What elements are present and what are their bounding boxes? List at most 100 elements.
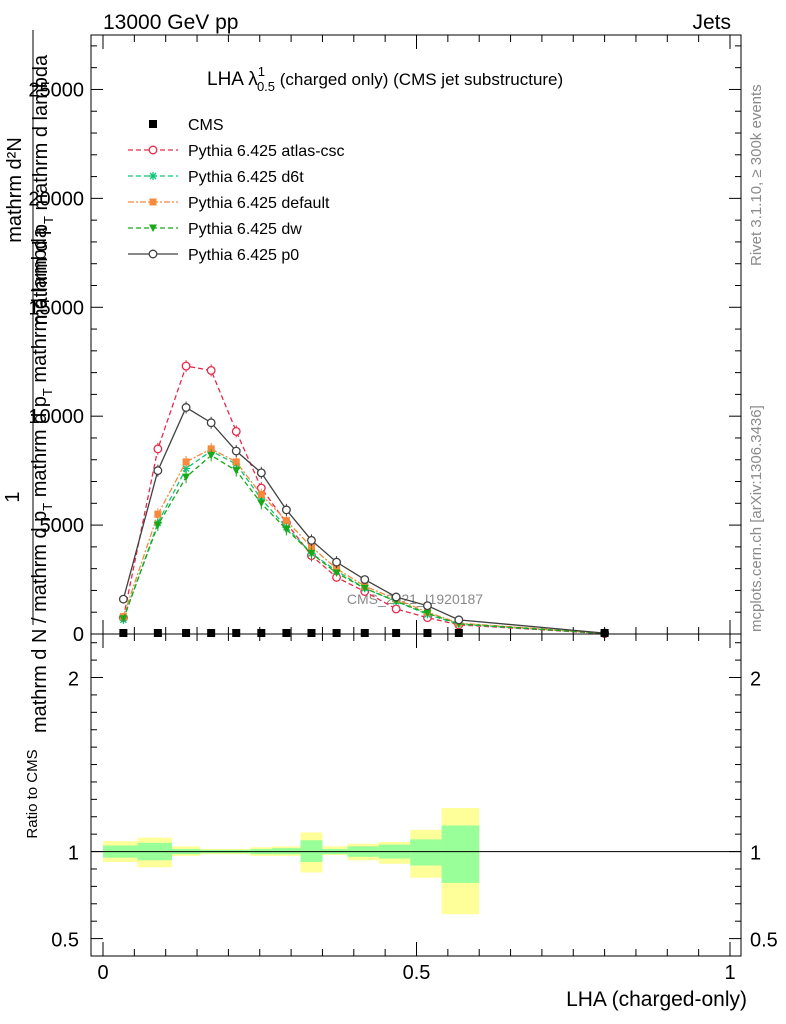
data-point <box>257 629 266 637</box>
data-point <box>154 510 162 518</box>
ratio-y-tick-label: 0.5 <box>51 930 79 952</box>
ratio-band-inner <box>410 839 442 866</box>
header-right: Jets <box>692 11 731 34</box>
main-y-tick-label: 25000 <box>28 79 84 101</box>
legend-label: Pythia 6.425 default <box>188 195 330 212</box>
data-point <box>182 464 191 473</box>
data-point <box>119 615 128 623</box>
main-y-tick-label: 15000 <box>28 297 84 319</box>
data-point <box>119 629 128 637</box>
ylabel-num-sub: T <box>41 216 56 224</box>
data-point <box>257 499 266 508</box>
legend-label: Pythia 6.425 p0 <box>188 247 299 264</box>
data-point <box>360 584 369 593</box>
series-line <box>122 365 605 635</box>
data-point <box>181 403 191 412</box>
main-y-tick-label: 20000 <box>28 188 84 210</box>
series-cms <box>119 629 609 637</box>
ylabel-den: mathrm d N / mathrm d p <box>29 511 51 733</box>
data-point <box>454 629 463 637</box>
data-point <box>148 145 158 155</box>
data-point <box>181 361 191 371</box>
ratio-x-tick-label: 0.5 <box>403 962 431 984</box>
ylabel-den-sub2: T <box>40 388 55 396</box>
data-point <box>118 594 128 604</box>
data-point <box>360 629 369 637</box>
data-point <box>153 444 163 454</box>
series-3 <box>119 449 609 638</box>
legend-label: CMS <box>188 117 224 134</box>
ylabel-num-lambda: mathrm d lambda <box>30 54 52 216</box>
ratio-x-axis: 0 0.5 1 <box>97 634 736 984</box>
data-point <box>231 446 241 456</box>
data-point <box>149 172 157 180</box>
legend-label: Pythia 6.425 d6t <box>188 169 304 186</box>
legend-item: Pythia 6.425 default <box>128 195 330 212</box>
data-point <box>256 468 266 478</box>
header-left: 13000 GeV pp <box>103 11 238 34</box>
data-point <box>360 575 370 584</box>
data-point <box>282 525 291 534</box>
series-2 <box>119 442 609 637</box>
data-point <box>307 543 315 551</box>
data-point <box>423 609 432 618</box>
data-point <box>307 549 316 558</box>
ratio-y-label: Ratio to CMS <box>24 749 41 838</box>
ratio-y-tick-label: 1 <box>68 843 79 865</box>
data-point <box>182 458 190 466</box>
title-sup: 1 <box>258 64 265 79</box>
legend-item: Pythia 6.425 d6t <box>128 169 304 186</box>
series-line <box>122 448 605 634</box>
main-y-tick-label: 10000 <box>28 406 84 428</box>
data-point <box>391 592 401 602</box>
data-point <box>332 629 341 637</box>
data-point <box>182 473 191 482</box>
ratio-x-tick-label: 1 <box>724 962 735 984</box>
svg-text:mathrm d N / mathrm d pT mathr: mathrm d N / mathrm d pT mathrm d pT mat… <box>29 226 55 733</box>
data-point <box>153 466 163 476</box>
data-point <box>153 629 162 637</box>
ratio-band-inner <box>441 825 480 883</box>
main-y-tick-label: 0 <box>73 624 84 646</box>
data-point <box>454 615 464 625</box>
data-point <box>307 535 316 545</box>
ylabel-one: 1 <box>2 491 24 502</box>
data-point <box>423 601 432 611</box>
data-point <box>207 451 216 460</box>
main-x-ticks <box>102 35 731 634</box>
data-point <box>332 557 342 567</box>
data-point <box>391 604 401 614</box>
data-point <box>231 426 241 436</box>
data-point <box>207 629 216 637</box>
ylabel-den-b: mathrm d p <box>29 396 51 503</box>
series-0 <box>118 360 610 639</box>
mcplots-label: mcplots.cern.ch [arXiv:1306.3436] <box>748 405 765 632</box>
title-sub: 0.5 <box>257 79 275 94</box>
ylabel-numerator: mathrm d²N <box>4 137 26 243</box>
data-point <box>392 629 401 637</box>
main-y-axis: 0 5000 10000 15000 20000 25000 <box>28 45 741 646</box>
data-point <box>149 198 157 206</box>
x-axis-label: LHA (charged-only) <box>566 988 747 1011</box>
series-line <box>122 406 605 634</box>
data-point <box>149 224 157 232</box>
rivet-label: Rivet 3.1.10, ≥ 300k events <box>748 84 765 266</box>
data-point <box>282 629 291 637</box>
svg-text:LHA λ10.5 (charged only) (CMS: LHA λ1 0.5 (charged only) (CMS jet substr… <box>207 64 563 94</box>
title-rest: (charged only) (CMS jet substructure) <box>275 70 563 89</box>
legend-label: Pythia 6.425 atlas-csc <box>188 143 345 160</box>
ratio-y-tick-label-right: 0.5 <box>750 930 778 952</box>
legend: CMS Pythia 6.425 atlas-csc Pythia 6.425 d6… <box>128 117 345 264</box>
ylabel-den-sub: T <box>40 503 55 511</box>
legend-item: Pythia 6.425 dw <box>128 221 302 238</box>
data-point <box>307 629 316 637</box>
legend-item: Pythia 6.425 p0 <box>128 247 299 264</box>
data-point <box>206 365 216 375</box>
data-point <box>423 629 432 637</box>
series-layer <box>118 360 610 639</box>
series-line <box>122 454 605 635</box>
ratio-plot-frame <box>90 633 742 957</box>
series-line <box>122 450 605 635</box>
data-point <box>232 458 240 466</box>
